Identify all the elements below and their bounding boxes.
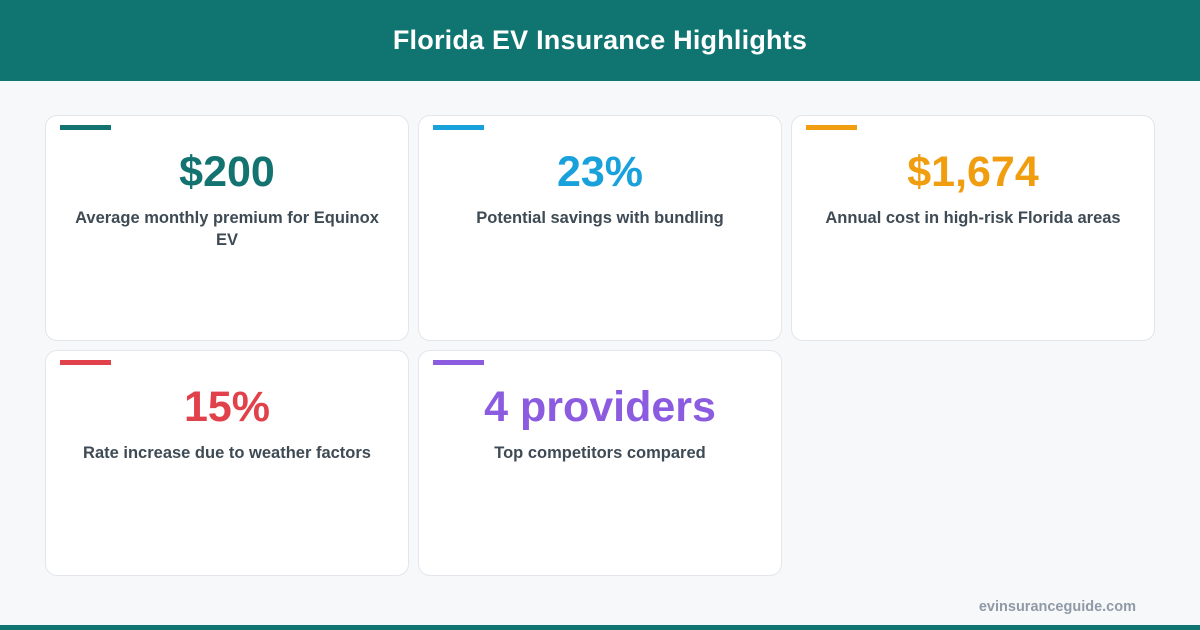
stat-label: Annual cost in high-risk Florida areas [825,209,1121,227]
page-title: Florida EV Insurance Highlights [392,25,808,55]
card-accent-bar [60,125,111,130]
stat-label: Top competitors compared [494,444,706,462]
stat-label: Rate increase due to weather factors [83,444,371,462]
stat-card-bundling-savings: 23% Potential savings with bundling [418,115,782,341]
stat-card-providers: 4 providers Top competitors compared [418,350,782,576]
stat-card-annual-cost: $1,674 Annual cost in high-risk Florida … [791,115,1155,341]
stat-card-monthly-premium: $200 Average monthly premium for Equinox… [45,115,409,341]
footer-bar [0,625,1200,630]
stat-label: Average monthly premium for Equinox EV [75,209,379,249]
card-accent-bar [806,125,857,130]
stat-value: 15% [183,383,271,431]
stat-label: Potential savings with bundling [476,209,724,227]
card-accent-bar [433,360,484,365]
stat-value: 23% [556,148,644,196]
card-accent-bar [60,360,111,365]
header-banner: Florida EV Insurance Highlights [0,0,1200,81]
card-accent-bar [433,125,484,130]
stat-value: 4 providers [484,383,716,431]
stat-value: $1,674 [907,148,1039,196]
stat-value: $200 [179,148,275,196]
stat-card-rate-increase: 15% Rate increase due to weather factors [45,350,409,576]
site-url: evinsuranceguide.com [978,599,1136,615]
